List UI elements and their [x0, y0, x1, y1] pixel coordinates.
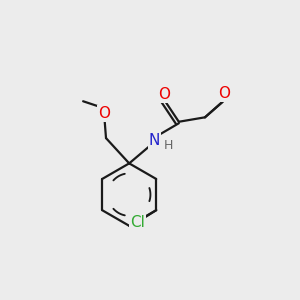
Text: O: O — [218, 85, 230, 100]
Text: Cl: Cl — [130, 214, 145, 230]
Text: N: N — [149, 133, 160, 148]
Text: O: O — [98, 106, 110, 121]
Text: O: O — [159, 87, 171, 102]
Text: H: H — [164, 139, 173, 152]
